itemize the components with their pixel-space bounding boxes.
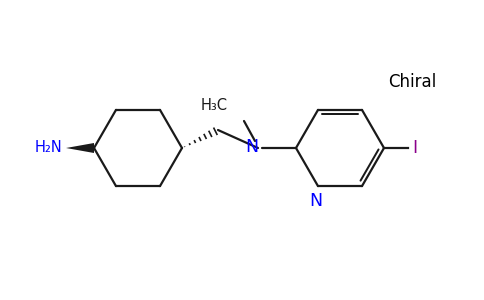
Text: Chiral: Chiral <box>388 73 436 91</box>
Text: I: I <box>412 139 417 157</box>
Text: N: N <box>309 192 322 210</box>
Polygon shape <box>66 143 94 153</box>
Text: N: N <box>245 138 258 156</box>
Text: H₂N: H₂N <box>34 140 62 155</box>
Text: H₃C: H₃C <box>201 98 228 112</box>
